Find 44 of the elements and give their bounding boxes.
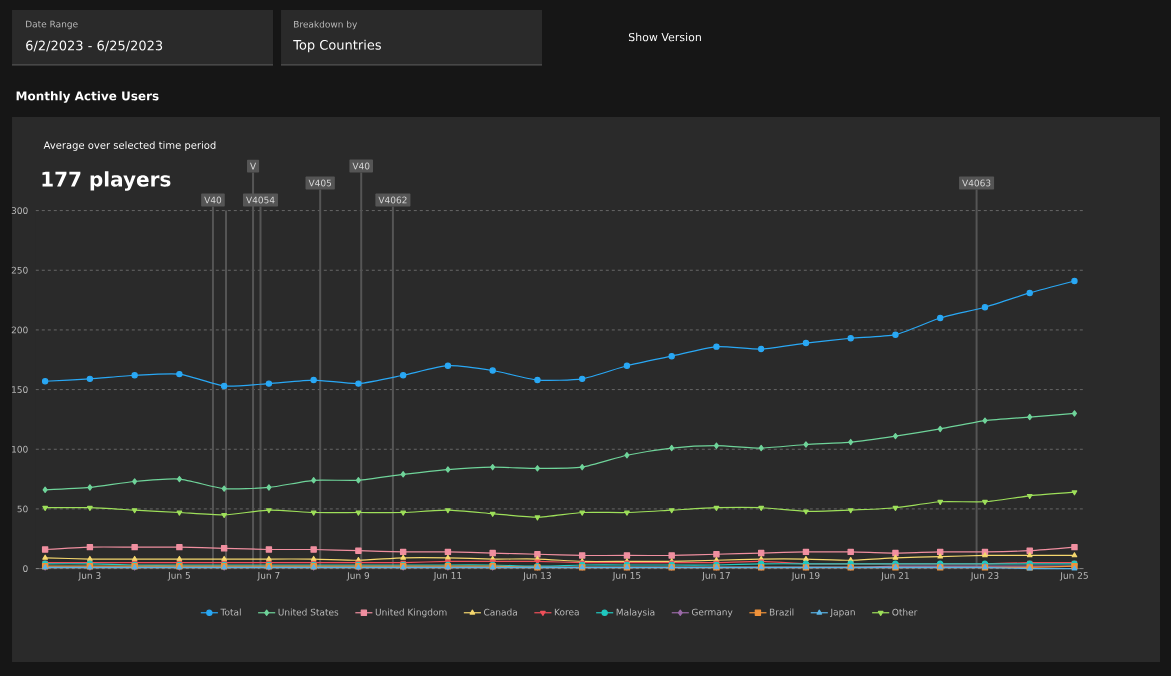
text: 177 players — [42, 171, 171, 191]
text: Breakdown by — [294, 20, 358, 30]
x-tick-label: Jun 17 — [701, 572, 730, 581]
legend-label: Malaysia — [616, 608, 655, 618]
y-tick-label: 200 — [11, 326, 28, 334]
ref-line-label: V40 — [204, 196, 222, 204]
text: Top Countries — [293, 39, 381, 53]
y-tick-label: 100 — [12, 445, 28, 453]
text: Date Range — [26, 20, 78, 30]
legend-label: Japan — [829, 608, 855, 618]
ref-line-label: V4054 — [246, 196, 275, 204]
legend-label: Total — [220, 608, 241, 616]
x-tick-label: Jun 23 — [970, 572, 999, 581]
y-tick-label: 250 — [11, 266, 28, 274]
chart-subtitle: Average over selected time period — [43, 141, 216, 151]
text: 6/2/2023 - 6/25/2023 — [26, 40, 163, 52]
x-tick-label: Jun 3 — [78, 572, 101, 581]
ref-line-label: V40 — [352, 162, 370, 170]
legend-label: Germany — [691, 608, 733, 618]
legend-label: Brazil — [769, 608, 794, 616]
legend-label: Canada — [484, 608, 517, 616]
y-tick-label: 50 — [17, 505, 28, 513]
x-tick-label: Jun 7 — [257, 572, 280, 581]
x-tick-label: Jun 5 — [167, 572, 190, 581]
y-tick-label: 0 — [23, 565, 28, 572]
ref-line-label: V405 — [308, 179, 332, 187]
y-tick-label: 300 — [11, 207, 28, 214]
legend-label: United Kingdom — [375, 608, 447, 618]
x-tick-label: Jun 11 — [433, 572, 462, 581]
legend-label: United States — [278, 608, 339, 616]
x-tick-label: Jun 13 — [522, 572, 551, 581]
text: Show Version — [628, 32, 701, 42]
x-tick-label: Jun 19 — [791, 572, 820, 581]
x-tick-label: Jun 15 — [612, 572, 641, 581]
x-tick-label: Jun 25 — [1059, 572, 1088, 581]
ref-line-label: V4062 — [378, 196, 407, 204]
x-tick-label: Jun 21 — [880, 572, 909, 581]
legend-label: Korea — [554, 608, 579, 616]
ref-line-label: V4063 — [962, 179, 991, 187]
y-tick-label: 150 — [12, 386, 28, 393]
ref-line-label: V — [250, 162, 257, 170]
x-tick-label: Jun 9 — [346, 572, 370, 581]
legend-label: Other — [892, 608, 918, 616]
chart-title: Monthly Active Users — [16, 91, 159, 103]
